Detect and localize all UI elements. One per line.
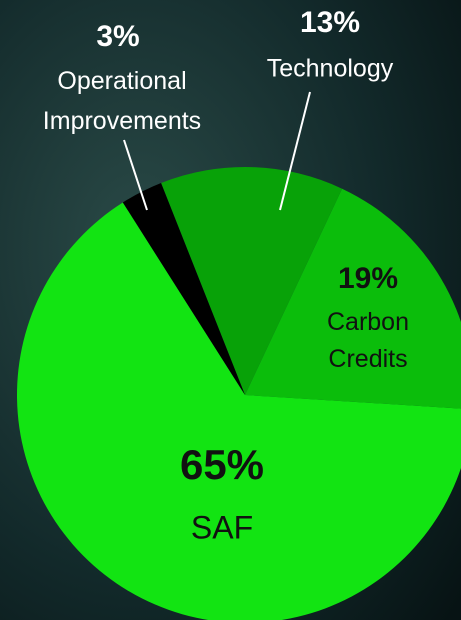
page: 13% Technology 19% Carbon Credits 65% SAF 3% Ope… bbox=[0, 0, 461, 620]
slice-value-label: 13% bbox=[300, 6, 360, 39]
slice-value-label: 19% bbox=[338, 262, 398, 295]
slice-value-label: 65% bbox=[180, 441, 264, 488]
slice-name-label: SAF bbox=[191, 509, 253, 545]
slice-value-label: 3% bbox=[96, 20, 139, 53]
slice-name-line: Improvements bbox=[43, 107, 201, 135]
pie bbox=[17, 167, 461, 620]
slice-name-line: Carbon bbox=[327, 308, 409, 336]
slice-name-label: Technology bbox=[267, 55, 394, 83]
chart: 13% Technology 19% Carbon Credits 65% SAF 3% Ope… bbox=[0, 0, 461, 620]
slice-name-line: Operational bbox=[57, 67, 186, 95]
slice-name-line: Credits bbox=[328, 345, 407, 373]
